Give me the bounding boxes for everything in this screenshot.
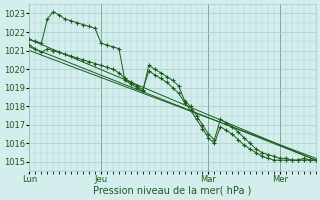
- X-axis label: Pression niveau de la mer( hPa ): Pression niveau de la mer( hPa ): [93, 186, 252, 196]
